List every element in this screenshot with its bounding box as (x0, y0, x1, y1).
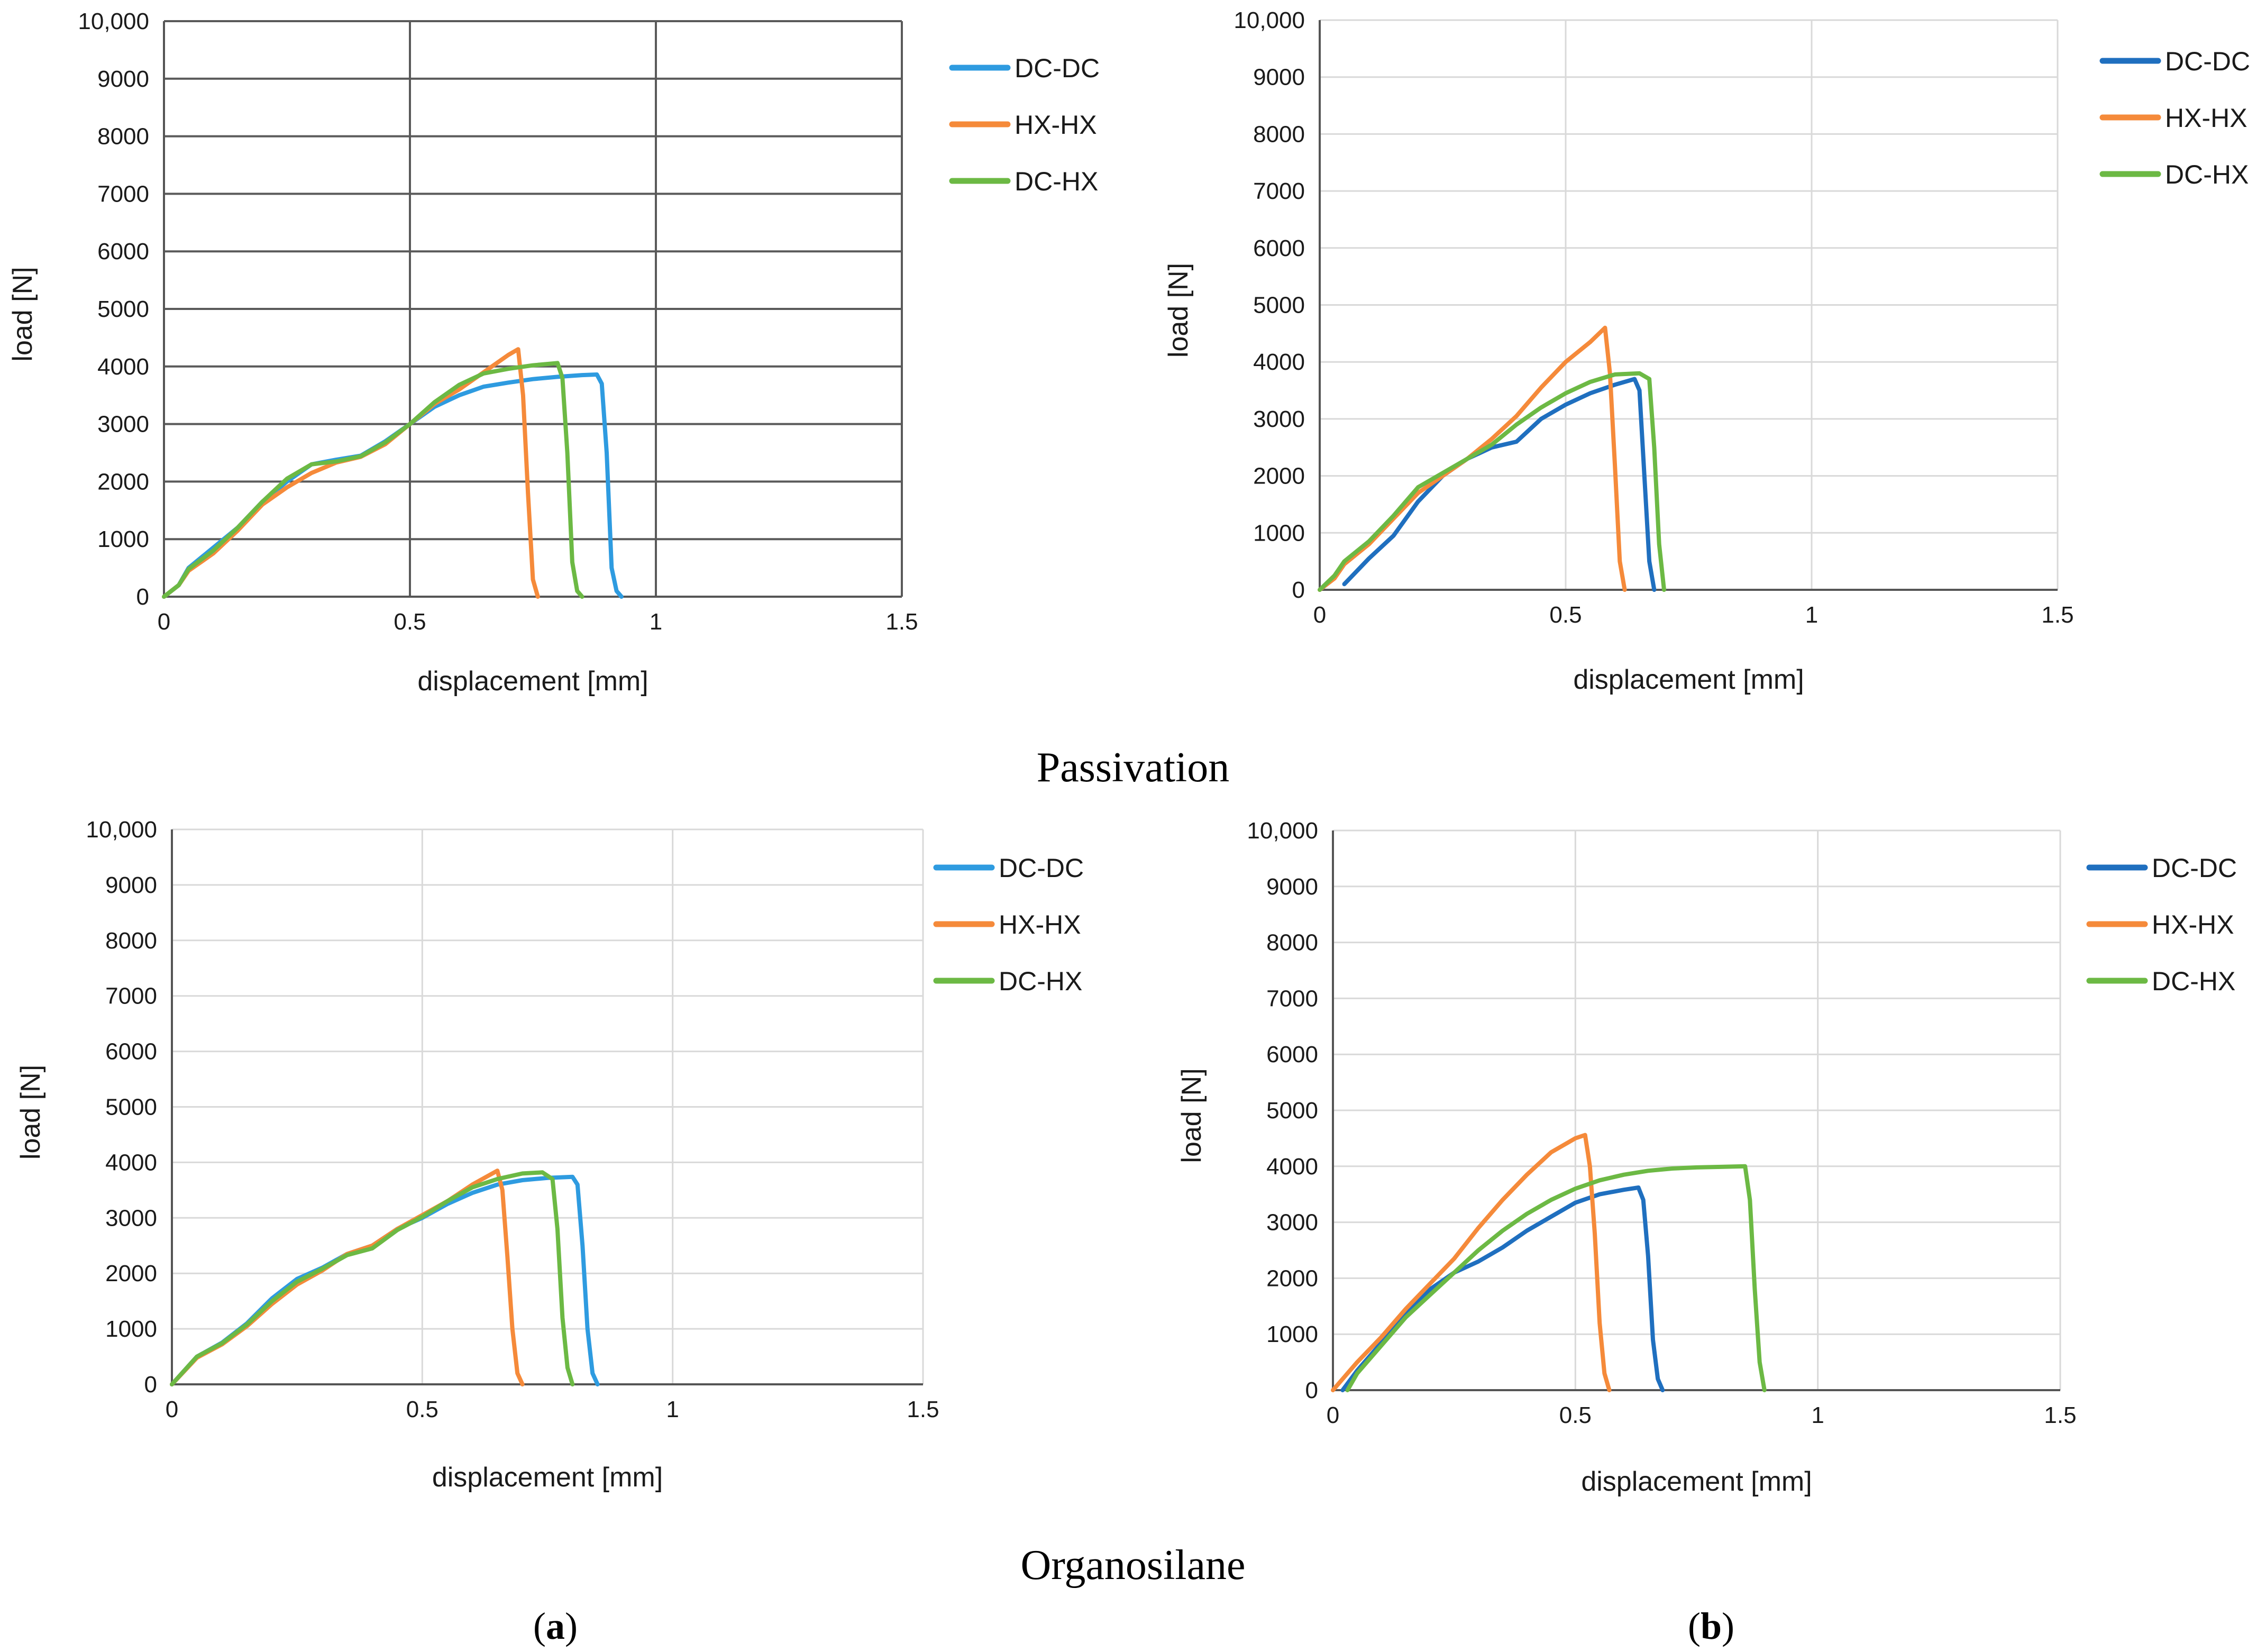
series-line-dc-hx (162, 361, 584, 599)
y-tick-label: 8000 (1266, 930, 1318, 956)
x-tick-label: 1.5 (2041, 602, 2073, 628)
x-tick-label: 0.5 (406, 1397, 438, 1422)
x-tick-label: 1 (666, 1397, 679, 1422)
series-line-hx-hx (1318, 325, 1627, 592)
chart-4: 0 1000 2000 3000 4000 5000 6000 7000 8000 9000 10,… (1176, 818, 2237, 1497)
panel-label-a: (a) (533, 1605, 578, 1647)
y-tick-label: 4000 (105, 1149, 157, 1175)
y-tick-label: 0 (144, 1372, 157, 1398)
x-tick-label: 0.5 (1549, 602, 1582, 628)
x-tick-label: 1 (1805, 602, 1818, 628)
legend-label: DC-DC (2165, 47, 2250, 76)
legend-label: DC-HX (2152, 966, 2235, 996)
x-axis-title: displacement [mm] (1573, 664, 1804, 695)
x-tick-label: 1.5 (907, 1397, 939, 1422)
y-tick-label: 2000 (97, 469, 149, 495)
x-tick-label: 0.5 (1559, 1402, 1592, 1428)
legend-label: HX-HX (2152, 910, 2234, 939)
x-axis-title: displacement [mm] (417, 666, 648, 697)
legend-label: HX-HX (2165, 103, 2247, 133)
y-tick-label: 0 (1292, 577, 1305, 603)
y-tick-label: 5000 (1253, 293, 1305, 318)
y-tick-label: 6000 (105, 1039, 157, 1065)
y-tick-label: 4000 (97, 354, 149, 380)
x-tick-label: 0 (1313, 602, 1326, 628)
x-tick-label: 0 (158, 609, 170, 635)
x-tick-label: 0 (1327, 1402, 1339, 1428)
charts-layer: 010002000300040005000600070008000900010,… (7, 7, 2250, 1497)
y-tick-label: 1000 (1253, 520, 1305, 546)
y-tick-label: 8000 (105, 928, 157, 954)
panel-label-b: (b) (1688, 1605, 1734, 1647)
y-tick-label: 9000 (105, 872, 157, 898)
chart-2: 0 1000 2000 3000 4000 5000 6000 7000 8000 9000 10,… (1163, 7, 2250, 695)
y-tick-label: 5000 (1266, 1098, 1318, 1124)
y-tick-label: 3000 (105, 1205, 157, 1231)
series-line-dc-hx (170, 1170, 575, 1386)
x-tick-label: 1.5 (885, 609, 918, 635)
y-tick-label: 9000 (97, 66, 149, 92)
y-tick-label: 3000 (97, 412, 149, 437)
y-tick-label: 5000 (105, 1094, 157, 1120)
chart-3: 0 1000 2000 3000 4000 5000 6000 7000 8000 9000 10,… (15, 817, 1084, 1493)
caption-passivation: Passivation (1037, 744, 1229, 791)
y-tick-label: 5000 (97, 296, 149, 322)
legend-label: DC-HX (999, 966, 1082, 996)
y-tick-label: 6000 (97, 239, 149, 264)
y-axis-title: load [N] (1163, 263, 1194, 358)
chart-1: 0 1000 2000 3000 4000 5000 6000 7000 8000 9000 10,… (7, 8, 1100, 697)
y-tick-label: 9000 (1266, 874, 1318, 900)
y-tick-label: 7000 (1253, 178, 1305, 204)
y-tick-label: 3000 (1253, 406, 1305, 432)
legend-label: DC-DC (2152, 853, 2237, 883)
y-tick-label: 6000 (1266, 1042, 1318, 1067)
legend-label: DC-HX (1015, 167, 1098, 196)
legend-label: DC-DC (999, 853, 1084, 883)
y-tick-label: 8000 (97, 124, 149, 150)
y-tick-label: 1000 (97, 526, 149, 552)
caption-organosilane: Organosilane (1020, 1542, 1245, 1589)
y-tick-label: 3000 (1266, 1210, 1318, 1236)
series-line-dc-dc (1342, 377, 1657, 592)
y-tick-label: 2000 (1266, 1265, 1318, 1291)
series-line-hx-hx (1331, 1133, 1612, 1392)
y-tick-label: 7000 (1266, 985, 1318, 1011)
y-tick-label: 7000 (105, 983, 157, 1009)
y-tick-label: 10,000 (78, 8, 149, 34)
y-tick-label: 6000 (1253, 235, 1305, 261)
x-tick-label: 0.5 (394, 609, 426, 635)
y-tick-label: 10,000 (86, 817, 157, 843)
y-tick-label: 8000 (1253, 121, 1305, 147)
series-line-dc-hx (1345, 1164, 1767, 1392)
y-tick-label: 1000 (1266, 1321, 1318, 1347)
y-tick-label: 0 (136, 584, 149, 610)
y-axis-title: load [N] (15, 1065, 46, 1160)
y-tick-label: 4000 (1253, 349, 1305, 375)
y-tick-label: 1000 (105, 1316, 157, 1342)
legend-label: DC-DC (1015, 53, 1100, 83)
series-line-dc-hx (1318, 371, 1666, 592)
x-tick-label: 1 (650, 609, 662, 635)
y-tick-label: 7000 (97, 181, 149, 207)
legend-label: HX-HX (1015, 110, 1097, 140)
y-axis-title: load [N] (7, 267, 38, 361)
x-axis-title: displacement [mm] (1581, 1466, 1812, 1497)
legend-label: DC-HX (2165, 160, 2249, 189)
x-tick-label: 1.5 (2044, 1402, 2076, 1428)
y-tick-label: 0 (1305, 1377, 1318, 1403)
y-tick-label: 2000 (1253, 463, 1305, 489)
y-tick-label: 4000 (1266, 1154, 1318, 1180)
legend-label: HX-HX (999, 910, 1081, 939)
y-tick-label: 2000 (105, 1261, 157, 1286)
x-tick-label: 1 (1811, 1402, 1824, 1428)
y-tick-label: 10,000 (1233, 7, 1305, 33)
y-tick-label: 9000 (1253, 65, 1305, 90)
y-tick-label: 10,000 (1247, 818, 1318, 844)
y-axis-title: load [N] (1176, 1068, 1207, 1163)
x-axis-title: displacement [mm] (432, 1462, 663, 1493)
x-tick-label: 0 (166, 1397, 178, 1422)
